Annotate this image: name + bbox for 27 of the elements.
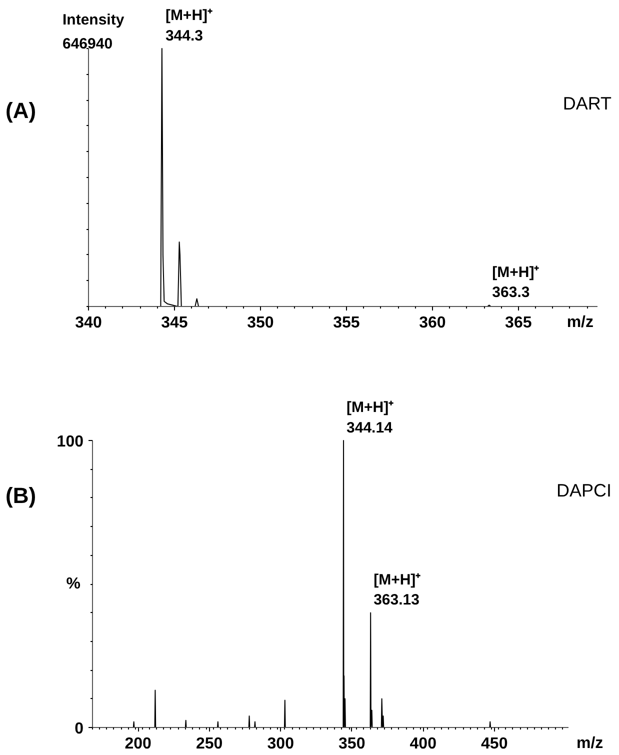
annotation: [M+H]⁺ 363.3 <box>492 264 540 302</box>
text: DAPCI <box>556 480 612 500</box>
x-tick-label: 350 <box>247 314 274 332</box>
x-tick-label: 450 <box>481 736 508 752</box>
y-tick-label: 100 <box>56 434 84 450</box>
x-tick-label: 200 <box>124 736 152 752</box>
annotation: [M+H]⁺ 344.3 <box>165 7 213 44</box>
x-axis-title: m/z <box>566 314 594 331</box>
y-axis-title: Intensity <box>62 12 125 28</box>
x-axis-title: m/z <box>576 735 604 752</box>
annotation: [M+H]⁺ 344.14 <box>346 399 394 436</box>
text: (B) <box>6 483 36 508</box>
y-tick-label: 0 <box>74 720 84 738</box>
x-tick-label: 345 <box>161 314 188 332</box>
x-tick-label: 360 <box>419 314 446 332</box>
x-tick-label: 355 <box>333 314 360 332</box>
x-tick-label: 350 <box>338 736 366 752</box>
x-tick-label: 365 <box>505 314 532 332</box>
text: (A) <box>6 98 36 123</box>
annotation: [M+H]⁺ 363.13 <box>374 571 421 609</box>
x-tick-label: 340 <box>75 314 102 332</box>
x-tick-label: 250 <box>196 736 223 752</box>
y-axis-title: % <box>66 576 81 592</box>
annotation: 646940 <box>62 36 113 52</box>
x-tick-label: 400 <box>410 736 437 752</box>
x-tick-label: 300 <box>267 736 294 752</box>
text: DART <box>562 94 612 114</box>
